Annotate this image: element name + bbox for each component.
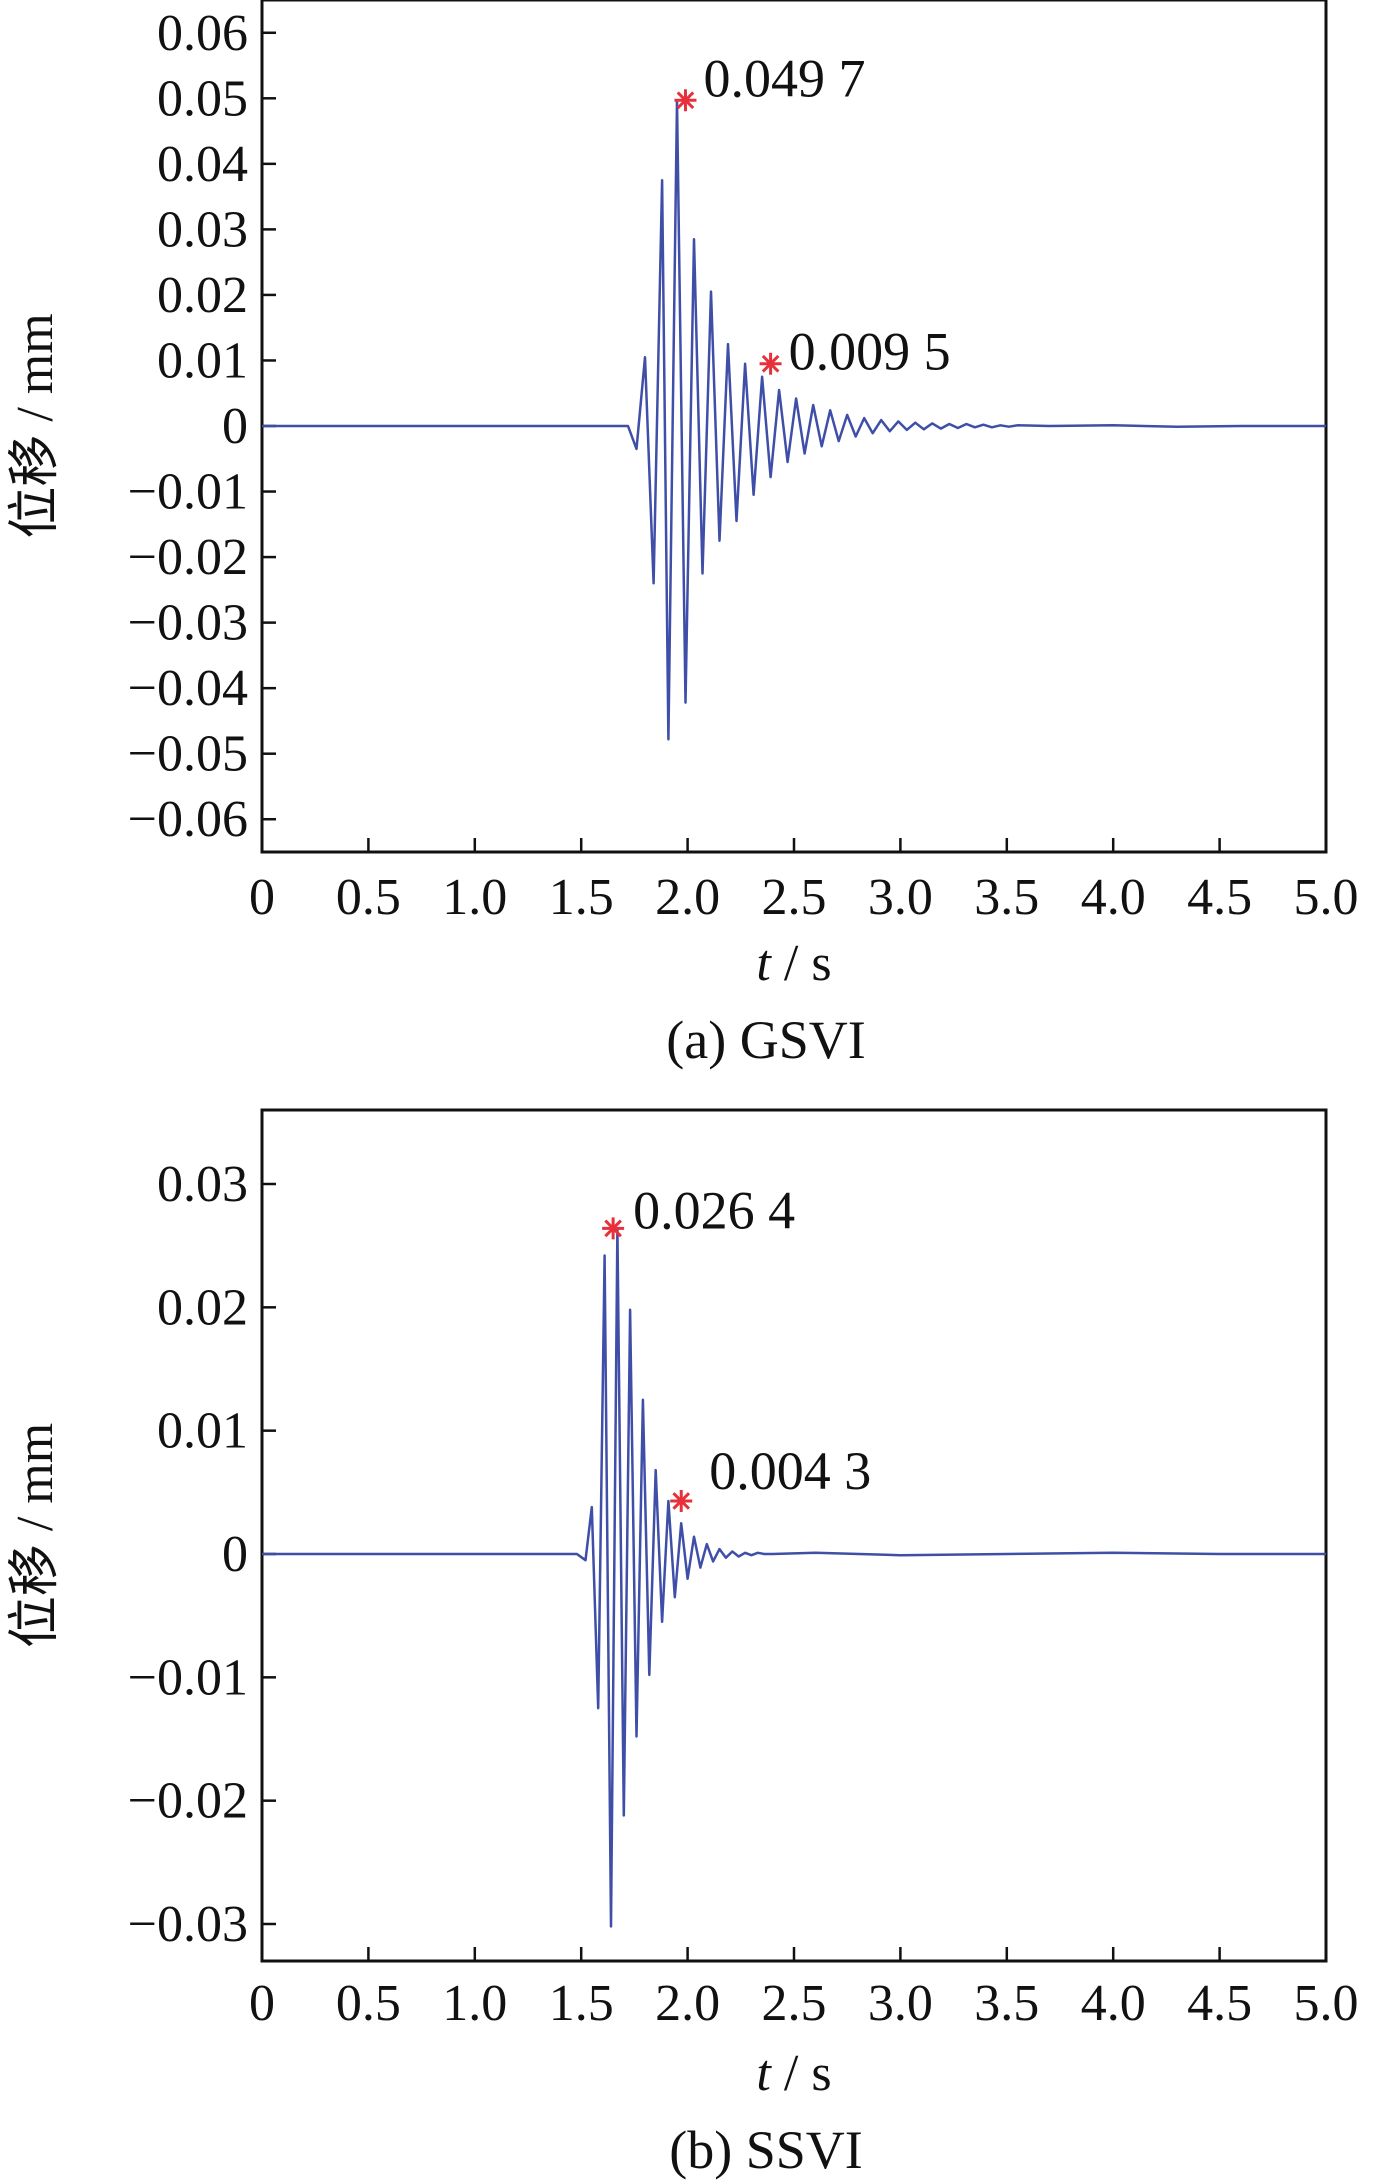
x-tick-label: 3.0 bbox=[868, 869, 933, 926]
x-tick-label: 0 bbox=[249, 1975, 275, 2032]
x-tick-label: 0.5 bbox=[336, 1975, 401, 2032]
y-tick-label: 0.02 bbox=[157, 1279, 248, 1336]
x-tick-label: 5.0 bbox=[1294, 1975, 1359, 2032]
peak-marker-1 bbox=[759, 352, 782, 375]
panel-caption: (b) SSVI bbox=[669, 2120, 863, 2180]
y-tick-label: 0.03 bbox=[157, 1156, 248, 1213]
y-tick-label: −0.01 bbox=[128, 1649, 248, 1706]
x-tick-label: 4.5 bbox=[1187, 869, 1252, 926]
y-tick-label: 0.03 bbox=[157, 201, 248, 258]
peak-marker-1 bbox=[670, 1489, 693, 1512]
x-tick-label: 2.0 bbox=[655, 869, 720, 926]
y-tick-label: 0.01 bbox=[157, 332, 248, 389]
x-tick-label: 1.0 bbox=[442, 1975, 507, 2032]
y-tick-label: −0.01 bbox=[128, 464, 248, 521]
y-axis-label: 位移 / mm bbox=[7, 1423, 64, 1648]
x-tick-label: 2.5 bbox=[762, 1975, 827, 2032]
x-axis-label: t / s bbox=[756, 2045, 831, 2102]
x-tick-label: 2.0 bbox=[655, 1975, 720, 2032]
chart-ssvi: 0 0.5 1.0 1.5 2.0 2.5 3.0 3.5 4.0 4.5 5.0 0.03 0.02 0… bbox=[7, 1108, 1359, 2180]
x-tick-label: 1.5 bbox=[549, 869, 614, 926]
x-axis-label: t / s bbox=[756, 935, 831, 992]
panel-caption: (a) GSVI bbox=[666, 1010, 865, 1070]
y-tick-label: −0.03 bbox=[128, 595, 248, 652]
series-line-0 bbox=[262, 99, 1326, 741]
peak-marker-0 bbox=[602, 1217, 625, 1240]
y-axis-label: 位移 / mm bbox=[7, 313, 64, 538]
x-tick-label: 0 bbox=[249, 869, 275, 926]
peak-annotation: 0.026 4 bbox=[633, 1180, 795, 1240]
y-tick-label: −0.04 bbox=[128, 660, 248, 717]
x-tick-label: 2.5 bbox=[762, 869, 827, 926]
x-tick-label: 4.0 bbox=[1081, 1975, 1146, 2032]
x-tick-label: 1.0 bbox=[442, 869, 507, 926]
y-tick-label: 0 bbox=[222, 1526, 248, 1583]
peak-annotation: 0.009 5 bbox=[789, 322, 951, 382]
y-tick-label: −0.05 bbox=[128, 726, 248, 783]
y-tick-label: 0.06 bbox=[157, 5, 248, 62]
x-tick-label: 0.5 bbox=[336, 869, 401, 926]
y-tick-label: −0.06 bbox=[128, 791, 248, 848]
plot-area: 0 0.5 1.0 1.5 2.0 2.5 3.0 3.5 4.0 4.5 5.0 0.06 0.05 0… bbox=[7, 0, 1359, 992]
y-tick-label: 0.04 bbox=[157, 136, 248, 193]
y-tick-label: 0 bbox=[222, 398, 248, 455]
y-tick-label: −0.02 bbox=[128, 529, 248, 586]
plot-area: 0 0.5 1.0 1.5 2.0 2.5 3.0 3.5 4.0 4.5 5.0 0.03 0.02 0… bbox=[7, 1108, 1359, 2102]
x-tick-label: 3.5 bbox=[974, 1975, 1039, 2032]
peak-annotation: 0.004 3 bbox=[709, 1441, 871, 1501]
x-tick-label: 3.0 bbox=[868, 1975, 933, 2032]
x-tick-label: 4.5 bbox=[1187, 1975, 1252, 2032]
peak-marker-0 bbox=[674, 89, 697, 112]
series-line-0 bbox=[262, 1227, 1326, 1928]
x-tick-label: 3.5 bbox=[974, 869, 1039, 926]
x-tick-label: 4.0 bbox=[1081, 869, 1146, 926]
x-tick-label: 5.0 bbox=[1294, 869, 1359, 926]
peak-annotation: 0.049 7 bbox=[703, 48, 865, 108]
y-tick-label: −0.03 bbox=[128, 1896, 248, 1953]
y-tick-label: 0.02 bbox=[157, 267, 248, 324]
chart-gsvi: 0 0.5 1.0 1.5 2.0 2.5 3.0 3.5 4.0 4.5 5.0 0.06 0.05 0… bbox=[7, 0, 1359, 1070]
y-tick-label: −0.02 bbox=[128, 1773, 248, 1830]
y-tick-label: 0.05 bbox=[157, 70, 248, 127]
y-tick-label: 0.01 bbox=[157, 1403, 248, 1460]
x-tick-label: 1.5 bbox=[549, 1975, 614, 2032]
